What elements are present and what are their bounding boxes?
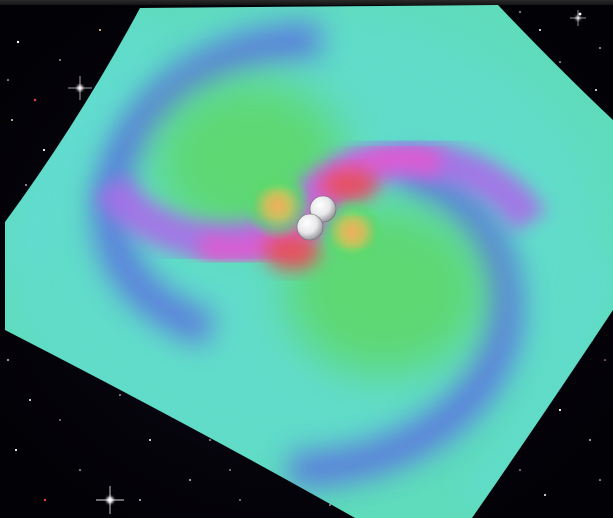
binary-black-holes	[296, 195, 337, 241]
bright-star-2	[96, 486, 124, 514]
window-top-edge	[0, 0, 613, 5]
bright-star-3	[570, 10, 586, 26]
bright-star-1	[68, 76, 92, 100]
star-field	[7, 11, 606, 506]
black-hole-sphere-2	[296, 213, 324, 241]
